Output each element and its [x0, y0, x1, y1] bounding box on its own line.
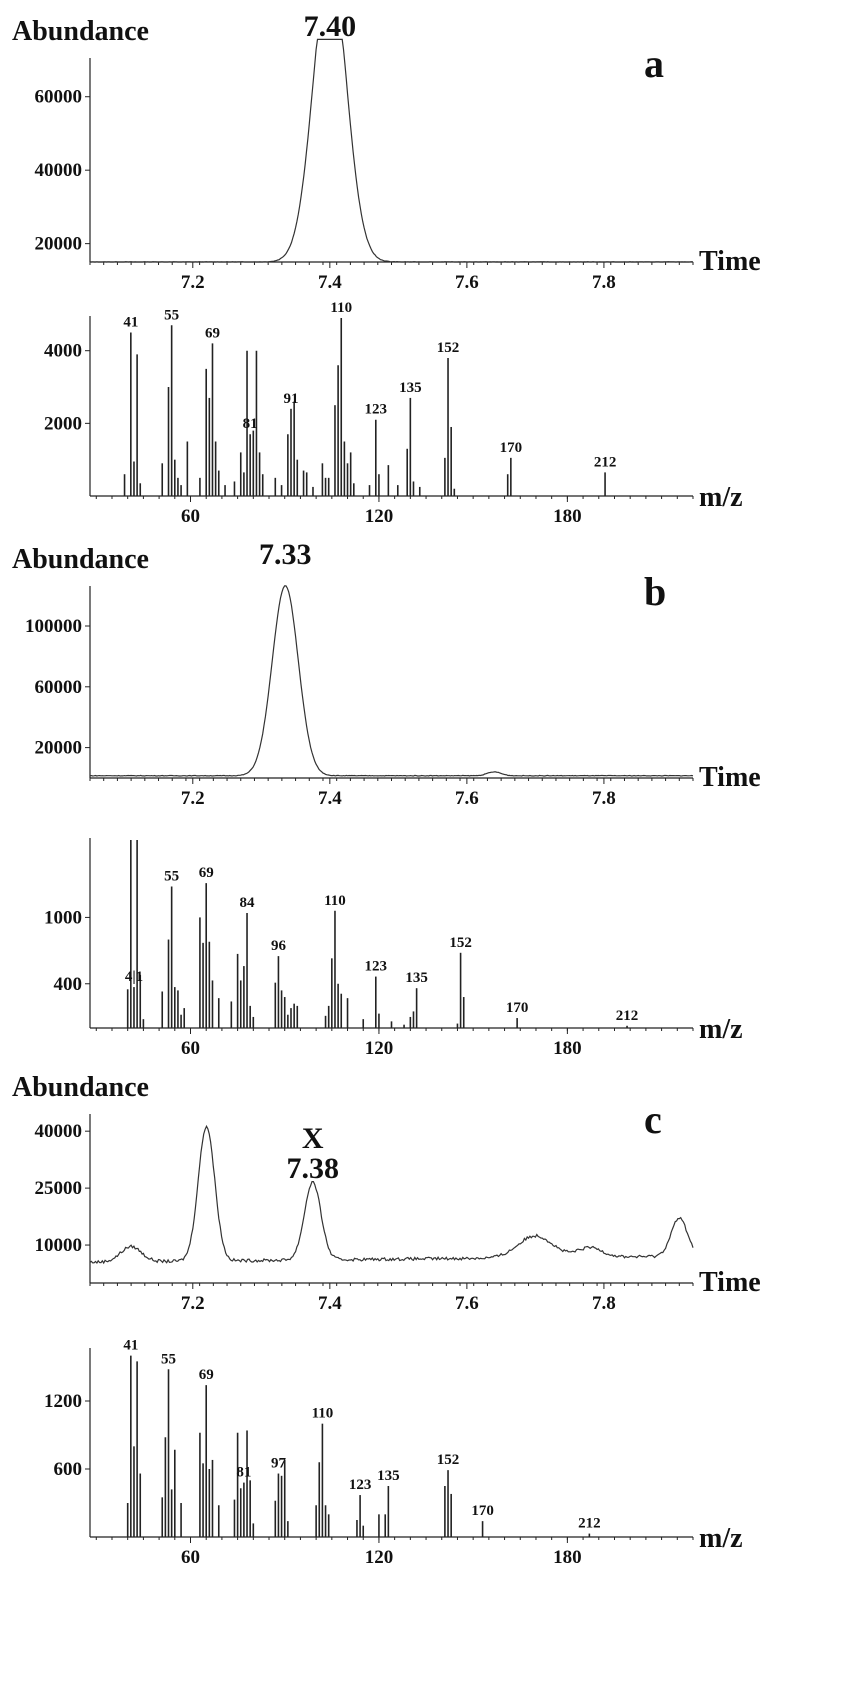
spectrum-peak-label: 123	[349, 1477, 372, 1493]
spectrum-peak-label: 55	[164, 307, 179, 323]
chromatogram-x-tick-label: 7.6	[455, 1293, 479, 1314]
chromatogram-y-tick-label: 100000	[25, 616, 82, 637]
panel-letter: c	[644, 1097, 662, 1142]
chromatogram-x-tick-label: 7.2	[181, 788, 205, 809]
chromatogram-y-tick-label: 60000	[35, 677, 83, 698]
spectrum-peak-label: 135	[377, 1468, 400, 1484]
spectrum-y-tick-label: 400	[54, 974, 83, 995]
spectrum-peak-label: 69	[199, 1367, 214, 1383]
retention-time-label: 7.40	[304, 10, 357, 43]
chromatogram-y-tick-label: 40000	[35, 1121, 83, 1142]
spectrum-peak-label: 110	[330, 300, 352, 316]
spectrum-y-tick-label: 4000	[44, 341, 82, 362]
spectrum-peak-label: 135	[405, 970, 428, 986]
spectrum-y-tick-label: 600	[54, 1459, 83, 1480]
spectrum-x-tick-label: 120	[365, 1547, 394, 1568]
spectrum-x-tick-label: 120	[365, 506, 394, 527]
spectrum-peak-label: 41	[123, 1338, 138, 1354]
chromatogram-x-tick-label: 7.2	[181, 1293, 205, 1314]
mz-axis-label: m/z	[699, 482, 743, 513]
chromatogram-trace	[89, 585, 694, 777]
chromatogram-x-tick-label: 7.6	[455, 788, 479, 809]
time-axis-label: Time	[699, 762, 761, 793]
spectrum-peak-label: 212	[578, 1516, 601, 1532]
time-axis-label: Time	[699, 246, 761, 277]
chromatogram-trace	[89, 38, 694, 263]
spectrum-x-tick-label: 60	[181, 1038, 200, 1059]
spectrum-peak-label: 110	[312, 1406, 334, 1422]
chromatogram-x-tick-label: 7.8	[592, 1293, 616, 1314]
spectrum-x-tick-label: 180	[553, 506, 582, 527]
chromatogram-y-tick-label: 20000	[35, 234, 83, 255]
spectrum-peak-label: 91	[284, 391, 299, 407]
spectrum-peak-label: 81	[243, 416, 258, 432]
chromatogram-x-tick-label: 7.8	[592, 272, 616, 293]
abundance-label: Abundance	[12, 1072, 149, 1103]
chromatogram-y-tick-label: 10000	[35, 1235, 83, 1256]
spectrum-peak-label: 97	[271, 1456, 287, 1472]
spectrum-peak-label: 170	[506, 1000, 529, 1016]
abundance-label: Abundance	[12, 544, 149, 575]
spectrum-peak-label: 152	[437, 340, 460, 356]
spectrum-peak-label: 212	[616, 1008, 639, 1024]
spectrum-peak-label: 212	[594, 454, 617, 470]
spectrum-peak-label: 41	[123, 315, 138, 331]
panel-letter: a	[644, 41, 664, 86]
spectrum-x-tick-label: 180	[553, 1547, 582, 1568]
chromatogram-y-tick-label: 20000	[35, 738, 83, 759]
spectrum-peak-label: 152	[437, 1452, 460, 1468]
spectrum-peak-label: 170	[471, 1503, 494, 1519]
spectrum-peak-label: 55	[161, 1351, 176, 1367]
time-axis-label: Time	[699, 1267, 761, 1298]
chromatogram-x-tick-label: 7.4	[318, 272, 342, 293]
retention-time-label: 7.33	[259, 538, 312, 571]
spectrum-peak-label: 170	[500, 440, 523, 456]
spectrum-peak-label: 152	[449, 935, 472, 951]
chromatogram-trace	[89, 1124, 694, 1265]
spectrum-peak-label: 135	[399, 380, 422, 396]
spectrum-peak-label: 55	[164, 868, 179, 884]
spectrum-x-tick-label: 60	[181, 1547, 200, 1568]
spectrum-peak-label: 123	[365, 402, 388, 418]
abundance-label: Abundance	[12, 16, 149, 47]
spectrum-y-tick-label: 1200	[44, 1391, 82, 1412]
spectrum-peak-label: 4|1	[125, 969, 143, 985]
spectrum-peak-label: 69	[205, 325, 220, 341]
chromatogram-x-tick-label: 7.2	[181, 272, 205, 293]
chromatogram-x-tick-label: 7.8	[592, 788, 616, 809]
spectrum-x-tick-label: 180	[553, 1038, 582, 1059]
panel-letter: b	[644, 569, 666, 614]
mz-axis-label: m/z	[699, 1014, 743, 1045]
spectrum-peak-label: 84	[240, 895, 256, 911]
retention-time-label: 7.38	[286, 1152, 339, 1185]
spectrum-y-tick-label: 1000	[44, 907, 82, 928]
chromatogram-x-tick-label: 7.4	[318, 788, 342, 809]
chromatogram-y-tick-label: 40000	[35, 160, 83, 181]
spectrum-peak-label: 110	[324, 893, 346, 909]
chromatogram-x-tick-label: 7.4	[318, 1293, 342, 1314]
spectrum-x-tick-label: 120	[365, 1038, 394, 1059]
chromatogram-y-tick-label: 60000	[35, 87, 83, 108]
peak-x-label: X	[302, 1122, 324, 1155]
spectrum-peak-label: 96	[271, 938, 287, 954]
mz-axis-label: m/z	[699, 1523, 743, 1554]
spectrum-x-tick-label: 60	[181, 506, 200, 527]
spectrum-peak-label: 69	[199, 865, 214, 881]
spectrum-y-tick-label: 2000	[44, 413, 82, 434]
spectrum-peak-label: 123	[365, 959, 388, 975]
spectrum-peak-label: 81	[236, 1465, 251, 1481]
chromatogram-y-tick-label: 25000	[35, 1178, 83, 1199]
chromatogram-x-tick-label: 7.6	[455, 272, 479, 293]
